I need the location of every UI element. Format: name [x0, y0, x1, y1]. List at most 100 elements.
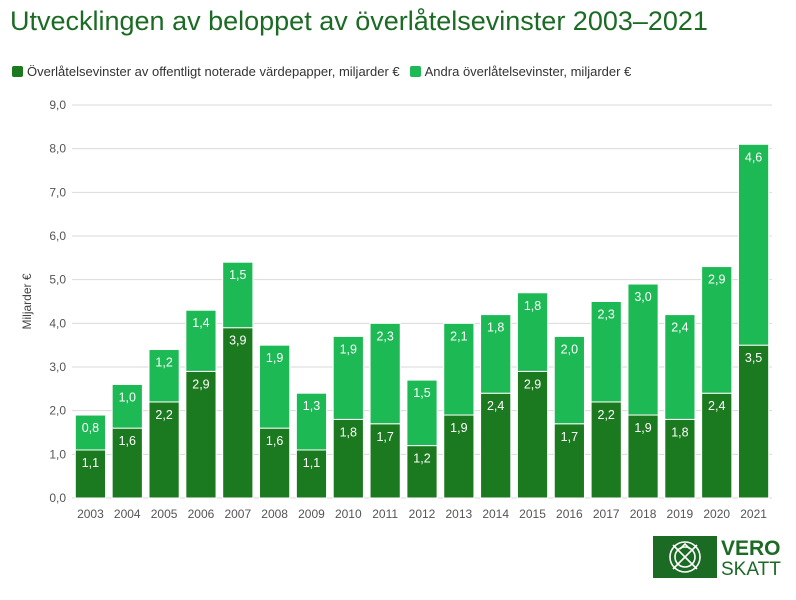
y-tick-label: 0,0 — [49, 491, 66, 505]
bar-segment-listed — [148, 401, 180, 499]
bar-value-label: 2,3 — [598, 308, 615, 322]
bar-value-label: 1,6 — [119, 434, 136, 448]
y-tick-label: 5,0 — [49, 273, 66, 287]
bar-value-label: 4,6 — [745, 150, 762, 164]
legend-item-listed: Överlåtelsevinster av offentligt noterad… — [12, 64, 400, 79]
bar-segment-other — [553, 335, 585, 425]
bar-segment-other — [74, 414, 107, 451]
x-tick-label: 2010 — [335, 507, 362, 521]
bar-value-label: 1,2 — [413, 452, 430, 466]
bar-segment-other — [295, 392, 328, 451]
bar-segment-other — [111, 383, 143, 429]
bar-segment-listed — [369, 423, 401, 499]
bar-value-label: 1,8 — [340, 425, 357, 439]
bar-value-label: 1,8 — [671, 425, 688, 439]
tax-administration-emblem-icon — [669, 541, 701, 573]
bar-segment-other — [406, 379, 438, 447]
bar-segment-listed — [222, 327, 254, 499]
x-tick-label: 2016 — [556, 507, 583, 521]
x-tick-label: 2003 — [77, 507, 104, 521]
x-tick-label: 2007 — [224, 507, 251, 521]
logo-text-skatt: SKATT — [721, 559, 781, 578]
bar-value-label: 1,2 — [155, 356, 172, 370]
x-tick-label: 2004 — [114, 507, 141, 521]
bar-value-label: 1,9 — [450, 421, 467, 435]
bar-value-label: 1,8 — [487, 321, 504, 335]
bar-value-label: 3,9 — [229, 334, 246, 348]
x-tick-label: 2012 — [409, 507, 436, 521]
bar-value-label: 1,7 — [561, 430, 578, 444]
bar-segment-other — [664, 314, 696, 420]
y-axis-label: Miljarder € — [20, 273, 34, 329]
y-tick-label: 2,0 — [49, 404, 66, 418]
bar-value-label: 3,0 — [634, 290, 651, 304]
bar-value-label: 1,4 — [192, 316, 209, 330]
bar-value-label: 1,9 — [340, 342, 357, 356]
y-tick-label: 1,0 — [49, 447, 66, 461]
bar-segment-listed — [516, 370, 549, 499]
bar-value-label: 2,2 — [598, 408, 615, 422]
bar-value-label: 1,1 — [303, 456, 320, 470]
bar-value-label: 2,2 — [155, 408, 172, 422]
x-tick-label: 2020 — [703, 507, 730, 521]
y-tick-label: 3,0 — [49, 360, 66, 374]
legend-label-other: Andra överlåtelsevinster, miljarder € — [424, 64, 632, 79]
legend-label-listed: Överlåtelsevinster av offentligt noterad… — [27, 64, 400, 79]
bar-segment-listed — [737, 344, 770, 499]
bar-value-label: 1,1 — [82, 456, 99, 470]
bar-value-label: 2,3 — [376, 329, 393, 343]
bar-value-label: 3,5 — [745, 351, 762, 365]
logo-text-vero: VERO — [721, 537, 781, 560]
bar-segment-other — [627, 283, 659, 416]
bar-value-label: 2,9 — [524, 377, 541, 391]
y-tick-label: 6,0 — [49, 229, 66, 243]
bar-value-label: 2,9 — [192, 377, 209, 391]
bar-value-label: 0,8 — [82, 421, 99, 435]
bar-segment-other — [701, 266, 733, 394]
bar-segment-other — [516, 292, 549, 372]
x-tick-label: 2008 — [261, 507, 288, 521]
bar-value-label: 2,4 — [671, 321, 688, 335]
x-tick-label: 2014 — [482, 507, 509, 521]
legend-swatch-other — [409, 66, 421, 77]
legend-swatch-listed — [12, 66, 23, 77]
bar-segment-other — [259, 344, 291, 429]
x-tick-label: 2013 — [445, 507, 472, 521]
bar-segment-listed — [332, 418, 364, 499]
bar-segment-listed — [295, 449, 328, 499]
bar-segment-other — [148, 349, 180, 403]
x-tick-label: 2006 — [188, 507, 215, 521]
bar-value-label: 1,9 — [266, 351, 283, 365]
bar-value-label: 2,9 — [708, 273, 725, 287]
logo-graphic: VERO SKATT — [653, 536, 781, 580]
bar-segment-other — [480, 314, 512, 394]
bar-value-label: 1,5 — [413, 386, 430, 400]
bar-segment-listed — [480, 392, 512, 499]
bar-value-label: 1,3 — [303, 399, 320, 413]
bar-value-label: 1,5 — [229, 268, 246, 282]
bar-segment-other — [332, 335, 364, 420]
y-tick-label: 4,0 — [49, 316, 66, 330]
bar-segment-listed — [74, 449, 107, 499]
chart-title: Utvecklingen av beloppet av överlåtelsev… — [10, 6, 708, 36]
x-tick-label: 2019 — [667, 507, 694, 521]
x-tick-label: 2021 — [740, 507, 767, 521]
bar-segment-listed — [111, 427, 143, 499]
bar-segment-other — [185, 309, 217, 372]
x-tick-label: 2005 — [151, 507, 178, 521]
x-tick-label: 2018 — [630, 507, 657, 521]
y-tick-label: 7,0 — [49, 185, 66, 199]
bar-value-label: 1,0 — [119, 390, 136, 404]
bar-value-label: 2,4 — [708, 399, 725, 413]
bar-value-label: 2,1 — [450, 329, 467, 343]
bar-value-label: 1,8 — [524, 299, 541, 313]
bar-segment-other — [369, 322, 401, 425]
vero-skatt-logo: VERO SKATT — [653, 536, 788, 580]
bar-segment-listed — [664, 418, 696, 499]
x-tick-label: 2009 — [298, 507, 325, 521]
bar-value-label: 1,6 — [266, 434, 283, 448]
bar-segment-listed — [627, 414, 659, 499]
x-tick-label: 2017 — [593, 507, 620, 521]
bar-value-label: 1,9 — [634, 421, 651, 435]
